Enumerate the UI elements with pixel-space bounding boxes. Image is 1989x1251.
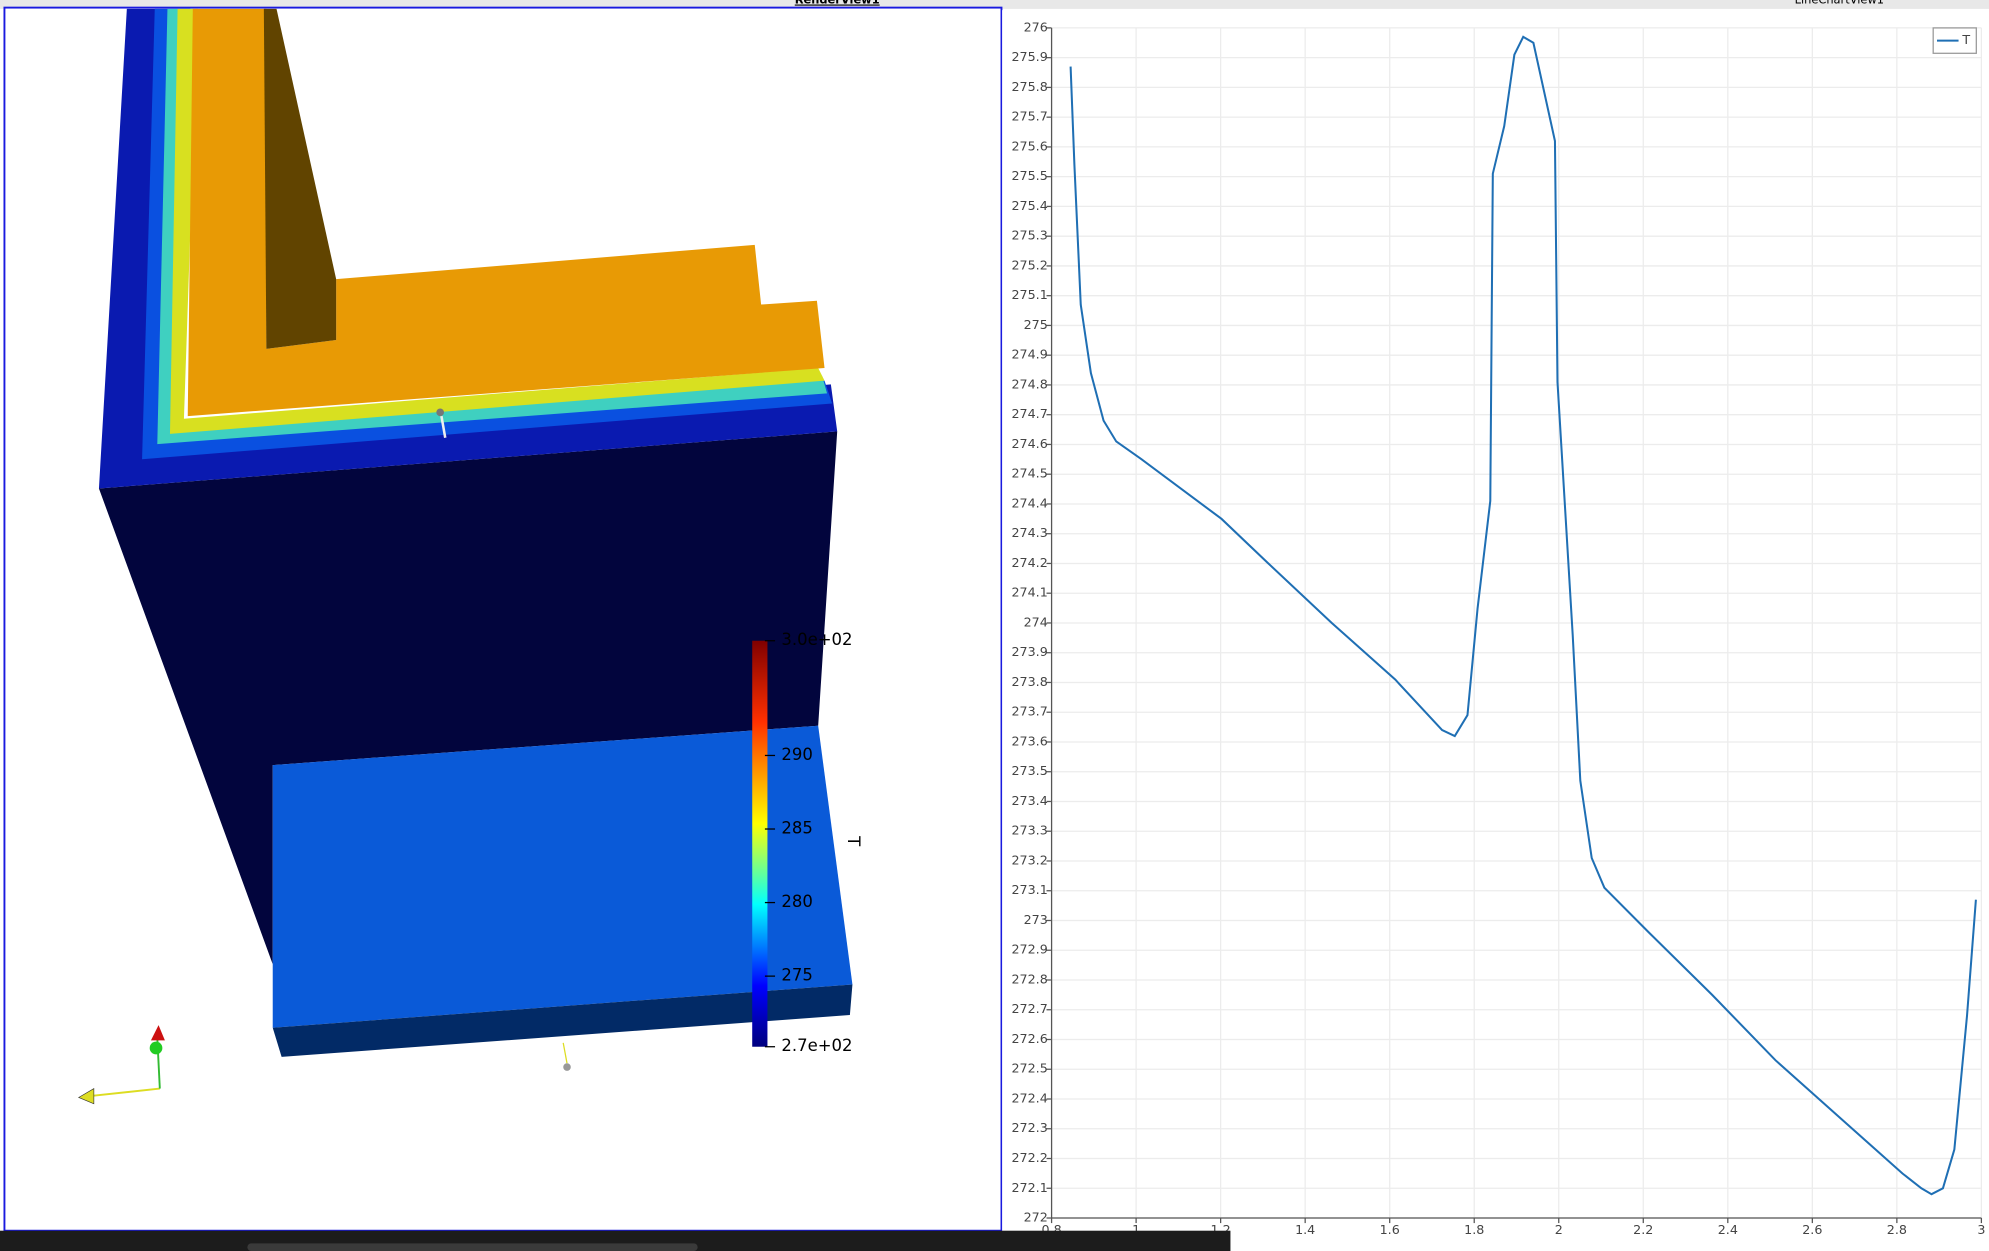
y-tick-label: 276 [1024, 19, 1048, 34]
y-tick-label: 275.1 [1011, 287, 1047, 302]
y-tick-label: 275.7 [1011, 109, 1047, 124]
scrollbar[interactable] [247, 1243, 698, 1251]
x-tick-label: 2.8 [1887, 1222, 1907, 1237]
colorbar-label: 3.0e+02 [781, 630, 852, 649]
chart-view [1002, 10, 1989, 1231]
top-face-orange [187, 8, 825, 417]
y-tick-label: 274.5 [1011, 466, 1047, 481]
y-tick-label: 275.3 [1011, 228, 1047, 243]
y-tick-label: 273.3 [1011, 823, 1047, 838]
colorbar-label: 285 [781, 819, 812, 838]
series-line [1069, 35, 1977, 1196]
y-tick-label: 272 [1024, 1210, 1048, 1225]
y-tick-label: 273.2 [1011, 852, 1047, 867]
y-tick-label: 272.7 [1011, 1001, 1047, 1016]
y-tick-label: 275.6 [1011, 138, 1047, 153]
y-tick-label: 273.9 [1011, 644, 1047, 659]
render-view: T 2.7e+02 275 280 285 290 3.0e+02 [3, 6, 1003, 1232]
y-tick-label: 274.6 [1011, 436, 1047, 451]
y-tick-label: 273.5 [1011, 763, 1047, 778]
plate-side [272, 984, 853, 1057]
probe [440, 415, 447, 438]
y-tick-label: 273.8 [1011, 674, 1047, 689]
x-tick-label: 2.2 [1633, 1222, 1653, 1237]
y-tick-label: 275.4 [1011, 198, 1047, 213]
toolbar [0, 0, 1989, 9]
colorbar-label: 275 [781, 966, 812, 985]
colorbar-label: 2.7e+02 [781, 1036, 852, 1055]
block-front [98, 431, 838, 965]
x-tick-label: 2.6 [1802, 1222, 1822, 1237]
legend-label: T [1961, 32, 1970, 47]
orientation-axes [77, 1025, 165, 1105]
x-tick-label: 3 [1977, 1222, 1985, 1237]
y-tick-label: 274.7 [1011, 406, 1047, 421]
view-tab[interactable]: RenderView1 [795, 0, 880, 7]
y-tick-label: 272.1 [1011, 1180, 1047, 1195]
x-tick-label: 1.6 [1380, 1222, 1400, 1237]
y-tick-label: 274.9 [1011, 347, 1047, 362]
line-chart: 272 272.1 272.2 272.3 272.4 272.5 272.6 272.7 27… [1011, 19, 1985, 1237]
inner-wall [263, 8, 337, 349]
colorbar-label: 290 [781, 745, 812, 764]
y-tick-label: 275.8 [1011, 79, 1047, 94]
y-tick-label: 272.2 [1011, 1150, 1047, 1165]
y-tick-label: 273.1 [1011, 882, 1047, 897]
y-tick-label: 275 [1024, 317, 1048, 332]
y-tick-label: 273.6 [1011, 733, 1047, 748]
y-tick-label: 272.9 [1011, 942, 1047, 957]
y-tick-label: 272.3 [1011, 1120, 1047, 1135]
y-tick-label: 275.5 [1011, 168, 1047, 183]
y-tick-label: 272.6 [1011, 1031, 1047, 1046]
y-tick-label: 274.1 [1011, 585, 1047, 600]
probe [562, 1042, 568, 1064]
colorbar [752, 640, 768, 1047]
y-tick-label: 274.2 [1011, 555, 1047, 570]
y-tick-label: 272.4 [1011, 1091, 1047, 1106]
x-tick-label: 2 [1555, 1222, 1563, 1237]
y-tick-label: 274 [1024, 614, 1048, 629]
x-tick-label: 1.4 [1295, 1222, 1315, 1237]
y-tick-label: 274.4 [1011, 495, 1047, 510]
colorbar-label: 280 [781, 892, 812, 911]
y-tick-label: 272.5 [1011, 1061, 1047, 1076]
y-tick-label: 275.2 [1011, 257, 1047, 272]
y-tick-label: 272.8 [1011, 971, 1047, 986]
y-tick-label: 273.4 [1011, 793, 1047, 808]
plate-top [272, 725, 853, 1028]
x-tick-label: 2.4 [1718, 1222, 1738, 1237]
y-tick-label: 273.7 [1011, 704, 1047, 719]
probe-handle [563, 1063, 571, 1071]
y-tick-label: 275.9 [1011, 49, 1047, 64]
x-tick-label: 1.8 [1464, 1222, 1484, 1237]
y-tick-label: 273 [1024, 912, 1048, 927]
y-tick-label: 274.8 [1011, 376, 1047, 391]
y-tick-label: 274.3 [1011, 525, 1047, 540]
probe-handle [436, 408, 444, 417]
colorbar-title: T [844, 835, 863, 847]
view-tab[interactable]: LineChartView1 [1795, 0, 1884, 7]
x-tick-label: 1 [1132, 1222, 1140, 1237]
